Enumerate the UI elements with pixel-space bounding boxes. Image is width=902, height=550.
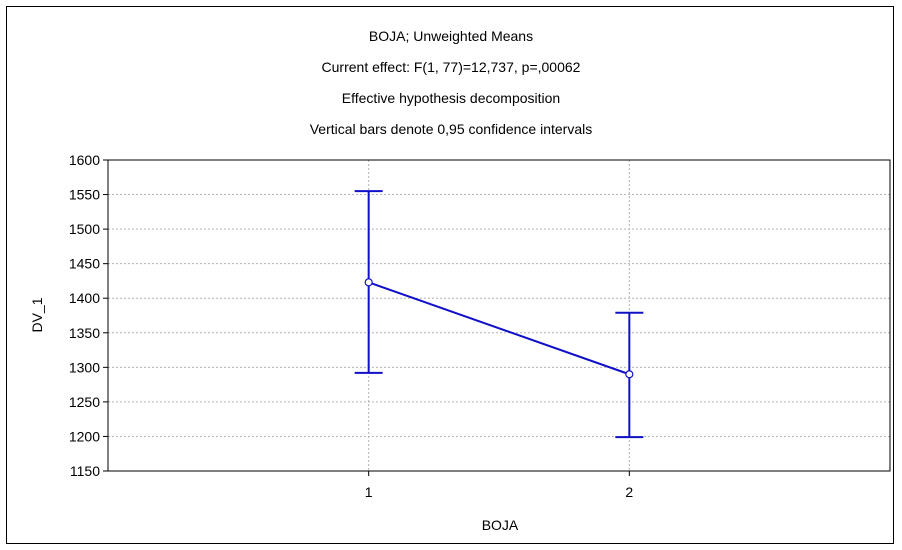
y-tick-label: 1600 — [69, 152, 100, 168]
grid-lines — [108, 160, 890, 471]
x-axis-label: BOJA — [482, 517, 519, 533]
y-tick-label: 1450 — [69, 256, 100, 272]
mean-point — [364, 278, 373, 287]
chart-subtitle-ci-note: Vertical bars denote 0,95 confidence int… — [309, 121, 593, 137]
y-tick-label: 1400 — [69, 290, 100, 306]
chart-frame — [6, 6, 894, 544]
y-tick-label: 1500 — [69, 221, 100, 237]
mean-line — [368, 281, 630, 376]
chart-subtitle-effect: Current effect: F(1, 77)=12,737, p=,0006… — [321, 59, 581, 75]
x-tick-label: 2 — [625, 484, 633, 500]
y-tick-label: 1300 — [69, 359, 100, 375]
y-tick-label: 1150 — [70, 463, 100, 479]
chart-subtitle-decomposition: Effective hypothesis decomposition — [341, 90, 561, 106]
mean-point — [625, 370, 634, 379]
series-layer — [354, 190, 644, 439]
axis-ticks: 1150 1200 1250 1300 1350 1400 1450 1500 1550 1600… — [69, 152, 634, 500]
x-tick-label: 1 — [365, 484, 373, 500]
y-tick-label: 1550 — [69, 187, 100, 203]
y-tick-label: 1350 — [69, 325, 100, 341]
y-tick-label: 1250 — [69, 394, 100, 410]
chart-title: BOJA; Unweighted Means — [368, 28, 534, 44]
y-axis-label: DV_1 — [29, 297, 45, 332]
plot-area — [107, 159, 891, 472]
y-tick-label: 1200 — [69, 428, 100, 444]
